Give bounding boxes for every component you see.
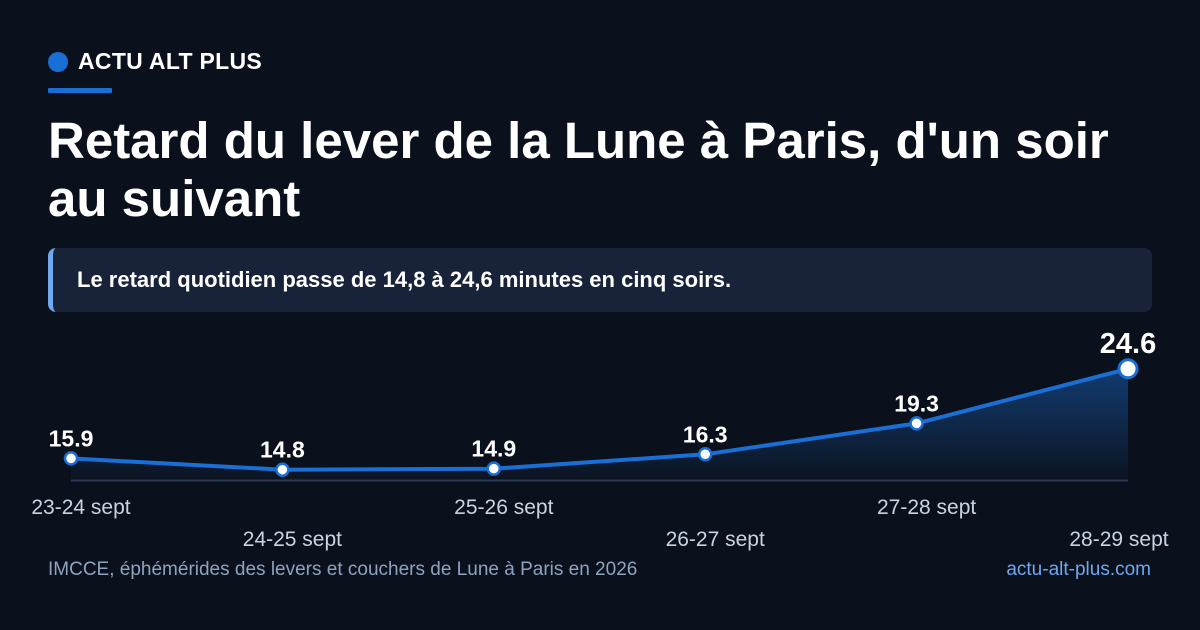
x-tick-label-4: 26-27 sept — [666, 528, 765, 551]
data-point-4 — [697, 447, 713, 462]
data-point-5 — [909, 416, 924, 431]
x-tick-label-5: 27-28 sept — [877, 496, 976, 519]
data-label-2: 14.8 — [260, 437, 305, 463]
x-tick-label-3: 25-26 sept — [454, 496, 553, 519]
key-takeaway-text: Le retard quotidien passe de 14,8 à 24,6… — [77, 267, 732, 292]
series-area — [71, 368, 1128, 480]
data-label-5: 19.3 — [894, 390, 939, 416]
brand: ACTU ALT PLUS — [48, 48, 262, 75]
data-label-3: 14.9 — [471, 436, 516, 462]
data-point-2 — [275, 462, 290, 477]
x-tick-label-1: 23-24 sept — [31, 496, 130, 519]
source-credit: IMCCE, éphémérides des levers et coucher… — [48, 559, 638, 580]
page-title: Retard du lever de la Lune à Paris, d'un… — [48, 112, 1109, 227]
series-line — [69, 366, 1130, 472]
data-label-6: 24.6 — [1100, 328, 1156, 360]
x-tick-label-6: 28-29 sept — [1069, 528, 1168, 551]
data-point-6 — [1117, 358, 1139, 380]
x-tick-label-2: 24-25 sept — [243, 528, 342, 551]
data-label-4: 16.3 — [683, 421, 728, 447]
key-takeaway-callout: Le retard quotidien passe de 14,8 à 24,6… — [48, 248, 1152, 312]
site-link[interactable]: actu-alt-plus.com — [1006, 559, 1151, 580]
brand-underline — [48, 88, 112, 93]
data-point-3 — [486, 461, 502, 476]
data-point-1 — [63, 451, 79, 466]
data-label-1: 15.9 — [49, 425, 94, 451]
brand-dot-icon — [48, 51, 68, 72]
brand-name: ACTU ALT PLUS — [78, 48, 263, 74]
